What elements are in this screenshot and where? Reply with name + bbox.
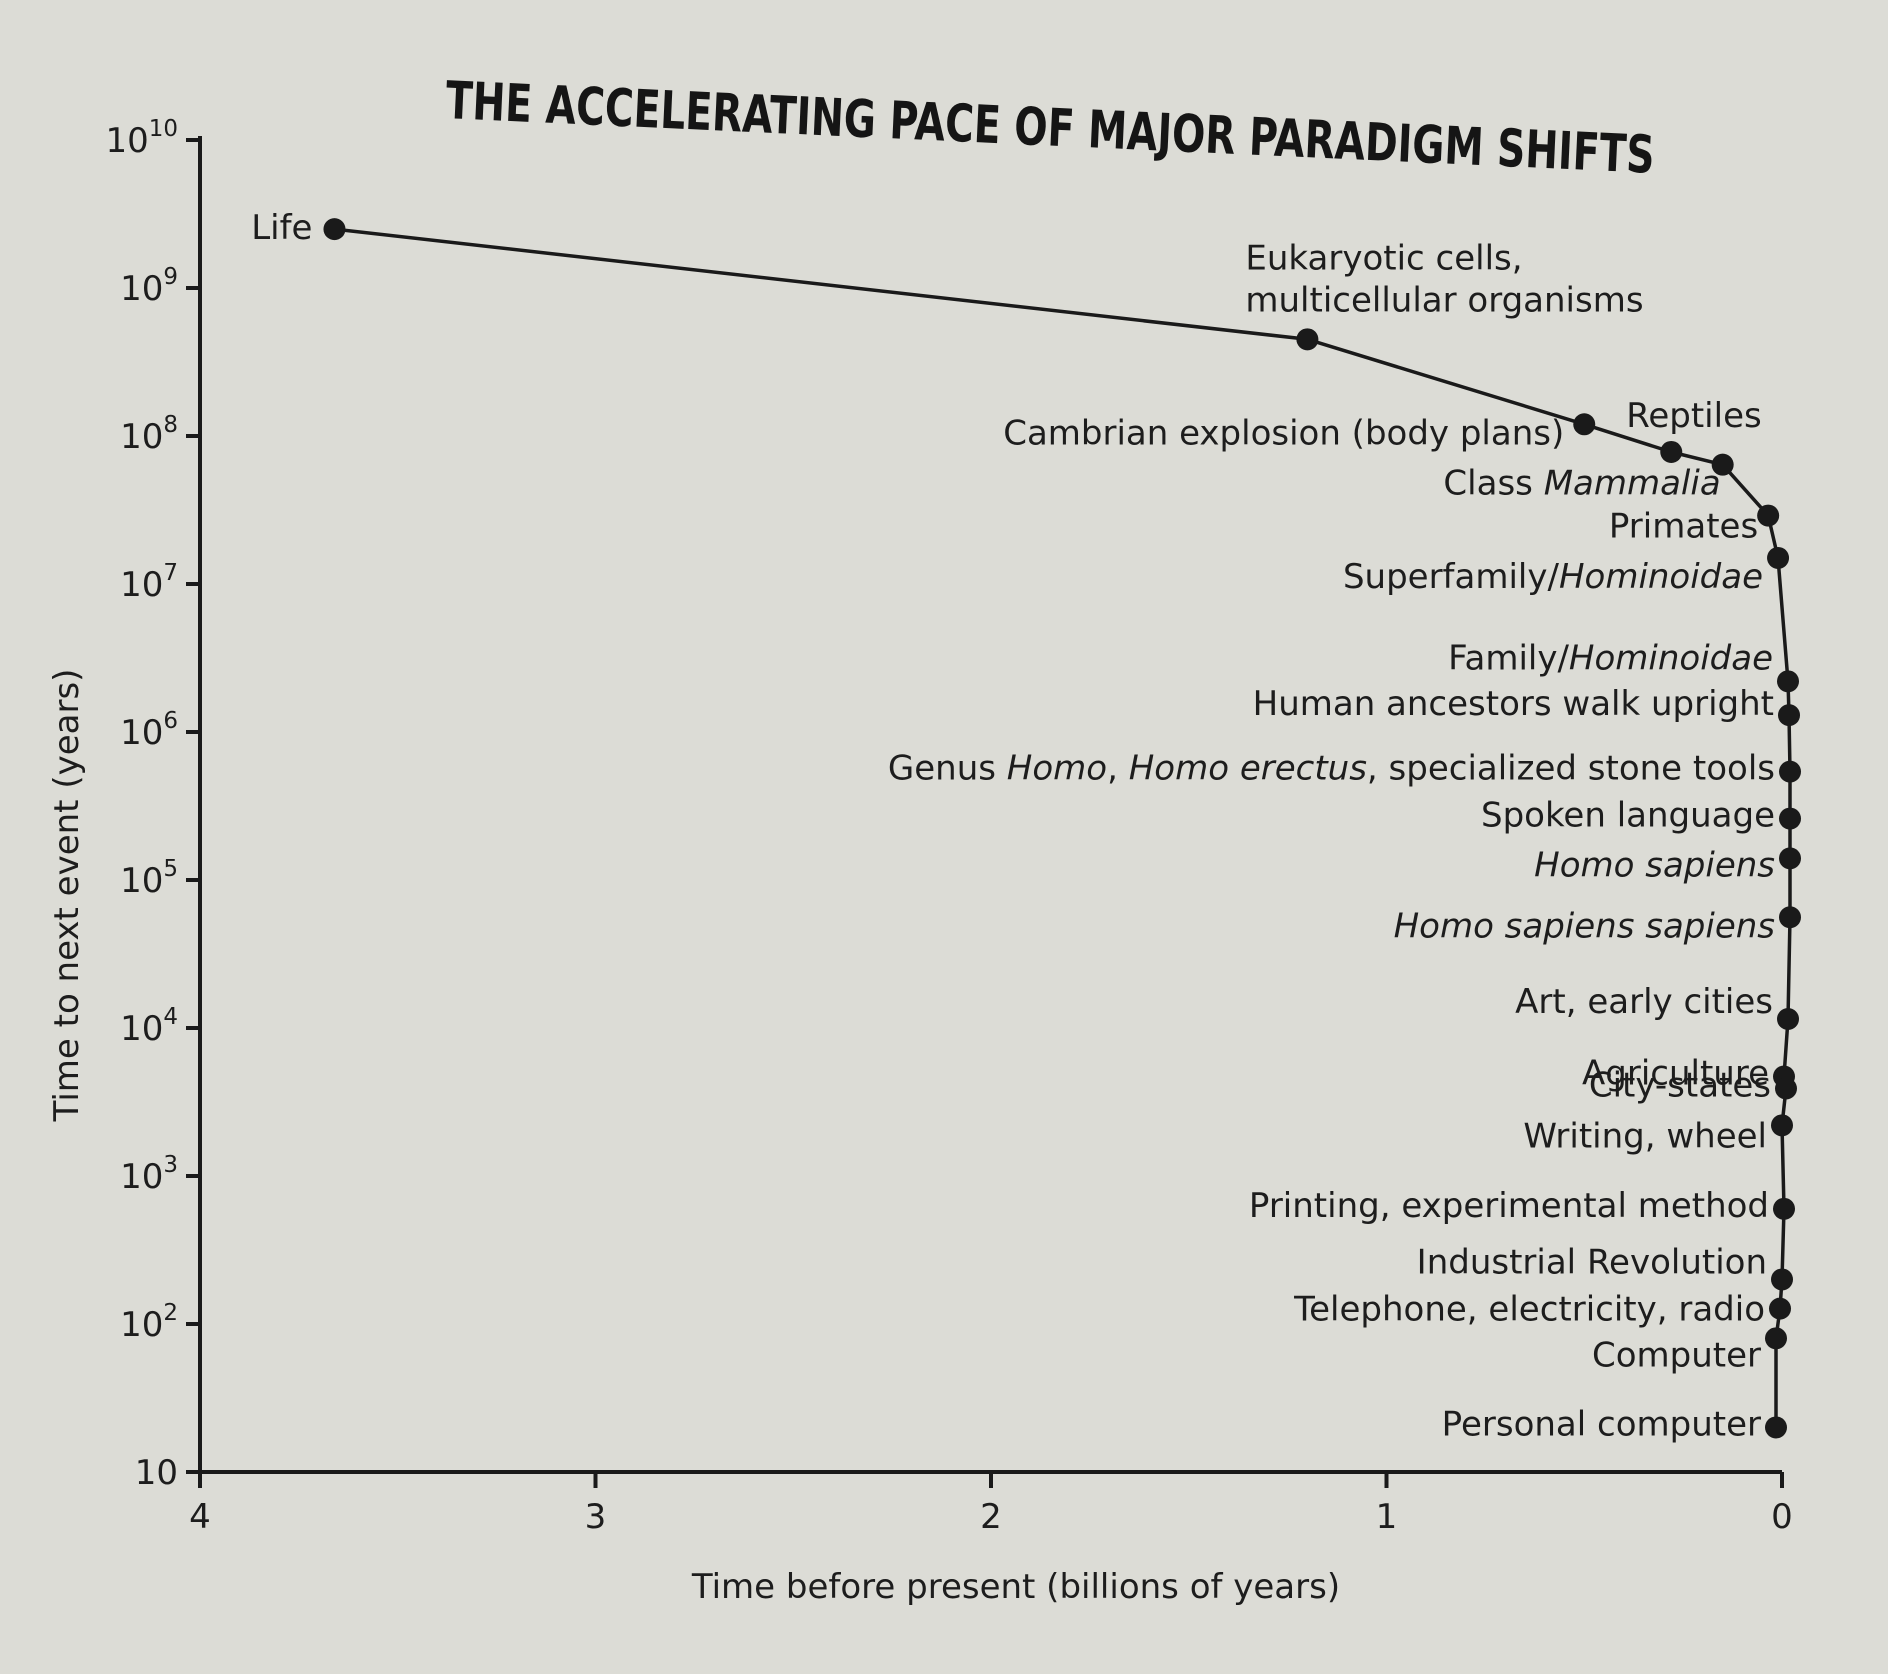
y-tick-label: 104 — [120, 1004, 178, 1049]
data-point — [1778, 704, 1800, 727]
x-axis-label: Time before present (billions of years) — [691, 1567, 1340, 1607]
event-label: Personal computer — [1442, 1404, 1761, 1444]
event-label: City-states — [1589, 1066, 1771, 1106]
data-point — [1769, 1297, 1791, 1320]
x-tick-label: 4 — [189, 1497, 211, 1537]
data-point — [1777, 670, 1799, 693]
event-label: Telephone, electricity, radio — [1293, 1290, 1765, 1330]
data-point — [1777, 1008, 1799, 1031]
event-label: Family/Hominoidae — [1448, 638, 1773, 678]
data-point — [1757, 504, 1780, 527]
data-point — [1660, 440, 1683, 463]
event-label: Homo sapiens sapiens — [1394, 906, 1775, 946]
data-point — [1765, 1327, 1787, 1350]
data-point — [1775, 1077, 1797, 1100]
y-tick-label: 105 — [120, 856, 178, 901]
series-line-group — [334, 227, 1792, 1428]
event-label: Spoken language — [1481, 796, 1775, 836]
data-point — [1573, 413, 1596, 436]
y-tick-label: 10 — [135, 1453, 178, 1493]
data-point — [1296, 328, 1319, 351]
x-tick-label: 3 — [585, 1497, 607, 1537]
chart-title: THE ACCELERATING PACE OF MAJOR PARADIGM … — [444, 71, 1655, 186]
event-label: Class Mammalia — [1443, 464, 1720, 504]
data-point — [1765, 1416, 1787, 1439]
event-label: Eukaryotic cells, — [1245, 238, 1522, 278]
event-label: multicellular organisms — [1245, 280, 1643, 320]
y-tick-label: 102 — [120, 1300, 178, 1345]
data-point — [1779, 847, 1801, 870]
event-label: Superfamily/Hominoidae — [1343, 557, 1763, 597]
x-tick-label: 2 — [980, 1497, 1002, 1537]
event-label: Agriculture — [1582, 1054, 1769, 1094]
data-point — [323, 218, 346, 241]
data-point — [1771, 1114, 1793, 1137]
y-tick-label: 108 — [120, 412, 178, 457]
data-point — [1771, 1268, 1793, 1291]
x-tick-label: 1 — [1376, 1497, 1398, 1537]
event-label: Reptiles — [1626, 396, 1761, 436]
event-labels: Life Eukaryotic cells,multicellular organ… — [251, 208, 1775, 1444]
y-tick-label: 106 — [120, 708, 178, 753]
data-point — [1779, 760, 1801, 783]
y-tick-label: 103 — [120, 1152, 178, 1197]
data-point — [1779, 906, 1801, 929]
event-label: Art, early cities — [1515, 982, 1773, 1022]
y-axis-label: Time to next event (years) — [47, 669, 87, 1123]
data-point — [1767, 546, 1790, 569]
data-point — [1779, 807, 1801, 830]
event-label: Genus Homo, Homo erectus, specialized st… — [888, 749, 1775, 789]
data-point — [1773, 1197, 1795, 1220]
data-points — [323, 218, 1801, 1439]
event-label: Printing, experimental method — [1249, 1186, 1769, 1226]
series-line — [334, 227, 1792, 1428]
event-label: Homo sapiens — [1534, 845, 1775, 885]
event-label: Cambrian explosion (body plans) — [1003, 413, 1564, 453]
event-label: Life — [251, 208, 312, 248]
data-point — [1711, 453, 1734, 476]
event-label: Writing, wheel — [1523, 1116, 1767, 1156]
event-label: Human ancestors walk upright — [1253, 684, 1774, 724]
y-tick-label: 109 — [120, 264, 178, 309]
event-label: Industrial Revolution — [1417, 1242, 1767, 1282]
event-label: Computer — [1592, 1335, 1761, 1375]
y-tick-label: 107 — [120, 560, 178, 605]
y-tick-label: 1010 — [105, 116, 178, 161]
event-label: Primates — [1609, 507, 1758, 547]
x-tick-label: 0 — [1771, 1497, 1793, 1537]
